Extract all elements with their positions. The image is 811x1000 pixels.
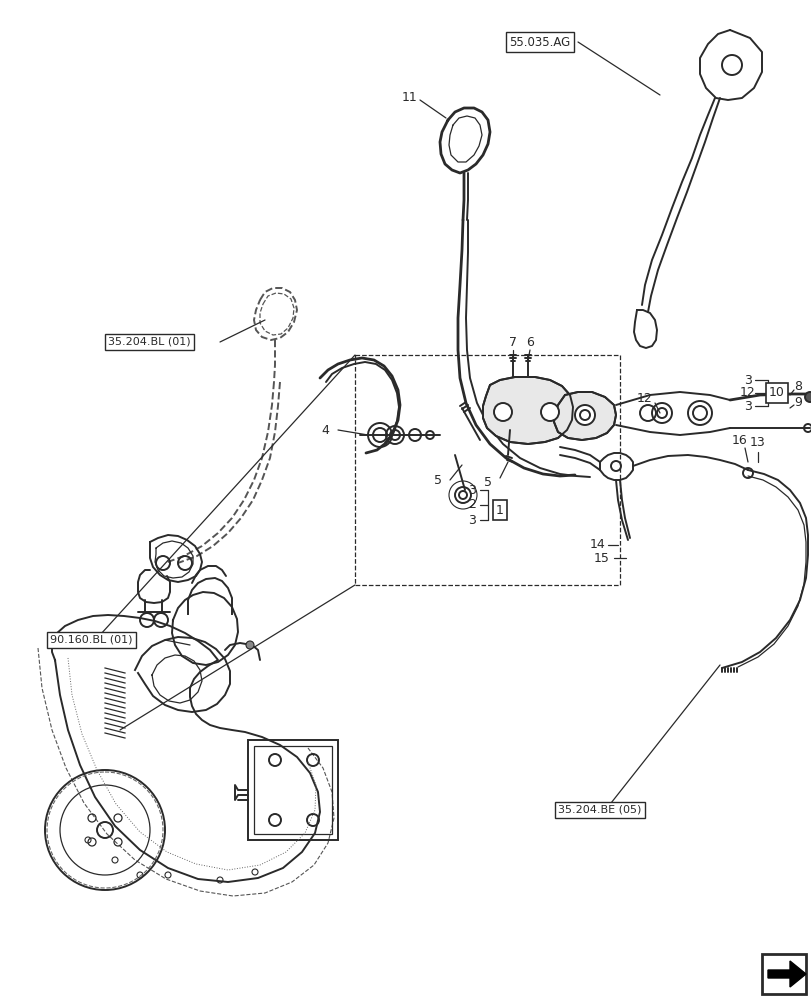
Text: 12: 12 [739, 386, 755, 399]
Text: 5: 5 [483, 476, 491, 488]
Circle shape [804, 392, 811, 402]
Text: 16: 16 [732, 434, 747, 446]
Circle shape [574, 405, 594, 425]
Circle shape [246, 641, 254, 649]
Text: 4: 4 [320, 424, 328, 436]
Text: 11: 11 [401, 91, 418, 104]
Text: 8: 8 [793, 380, 801, 393]
Text: 9: 9 [793, 395, 801, 408]
Bar [354, 355, 620, 585]
Text: 13: 13 [749, 436, 765, 450]
Text: 14: 14 [590, 538, 605, 552]
Text: 35.204.BL (01): 35.204.BL (01) [108, 337, 191, 347]
Text: 10: 10 [768, 386, 784, 399]
Text: 3: 3 [467, 484, 475, 496]
Bar [254, 746, 332, 834]
Text: 3: 3 [467, 514, 475, 526]
Polygon shape [553, 392, 616, 440]
Text: 35.204.BE (05): 35.204.BE (05) [558, 805, 641, 815]
Bar [247, 740, 337, 840]
Polygon shape [483, 377, 573, 444]
Text: 12: 12 [637, 391, 652, 404]
Circle shape [493, 403, 512, 421]
Circle shape [540, 403, 558, 421]
Text: 15: 15 [594, 552, 609, 564]
Text: 90.160.BL (01): 90.160.BL (01) [50, 635, 132, 645]
Text: 2: 2 [467, 498, 475, 512]
Text: 55.035.AG: 55.035.AG [508, 36, 570, 49]
Text: 3: 3 [743, 373, 751, 386]
Bar [761, 954, 805, 994]
Polygon shape [767, 961, 805, 987]
Text: 5: 5 [433, 474, 441, 487]
Text: 1: 1 [496, 504, 504, 516]
Text: 6: 6 [526, 336, 534, 350]
Text: 3: 3 [743, 399, 751, 412]
Text: 7: 7 [508, 336, 517, 350]
